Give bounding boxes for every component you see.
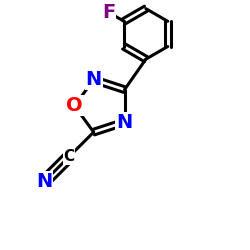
Text: N: N — [36, 172, 52, 191]
Text: N: N — [86, 70, 102, 89]
Text: C: C — [64, 149, 74, 164]
Text: F: F — [102, 3, 115, 22]
Text: N: N — [116, 112, 133, 132]
Text: O: O — [66, 96, 83, 115]
